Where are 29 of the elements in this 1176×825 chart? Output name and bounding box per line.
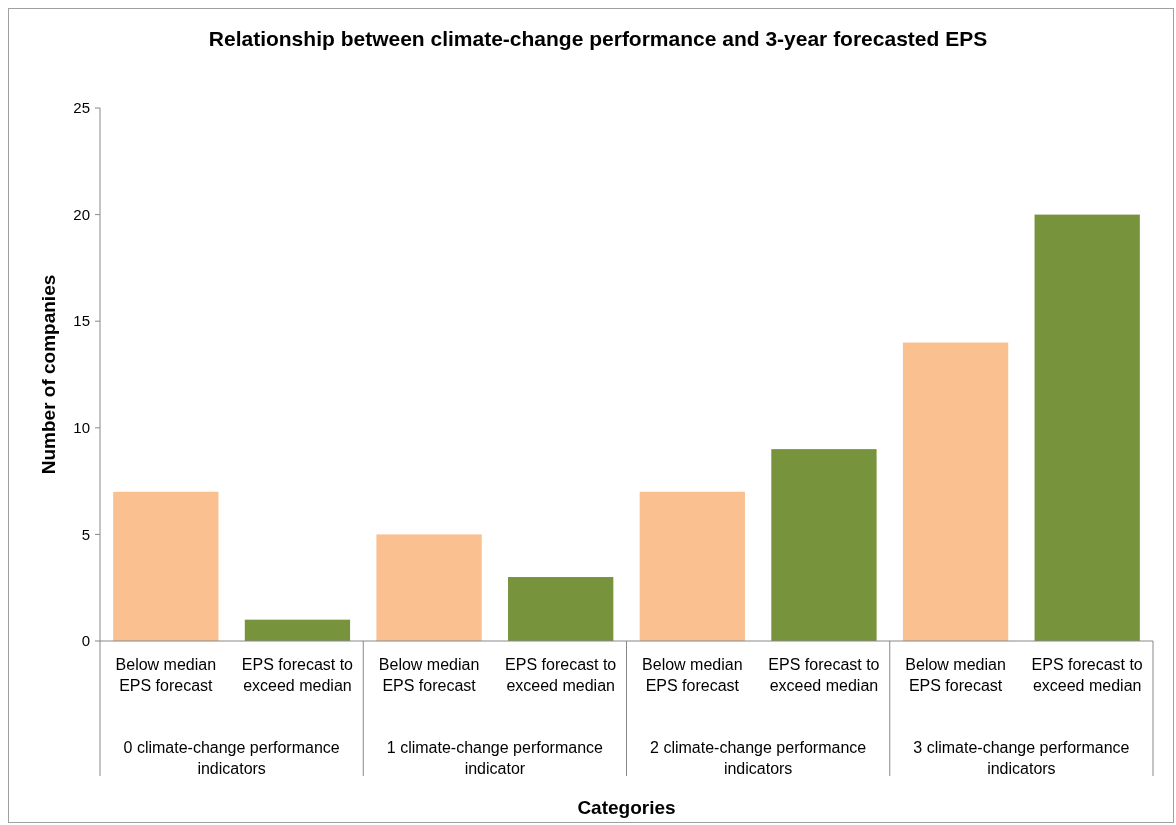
- x-tick-label: 3 climate-change performance indicators: [913, 739, 1130, 777]
- x-tick-label: 0 climate-change performance indicators: [123, 739, 340, 777]
- text: Below median EPS forecast: [642, 656, 743, 694]
- text: Below median EPS forecast: [905, 656, 1006, 694]
- text: EPS forecast to exceed median: [768, 656, 880, 694]
- chart-title: Relationship between climate-change performance and 3-year forecasted EPS: [208, 27, 988, 50]
- bar: [639, 491, 745, 641]
- bar: [771, 449, 877, 641]
- text: Below median EPS forecast: [378, 656, 480, 694]
- bar: [376, 534, 482, 641]
- y-axis-title: Number of companies: [38, 274, 59, 475]
- bar: [1034, 214, 1140, 641]
- bar: [902, 342, 1009, 641]
- series-label: Below median EPS forecast: [115, 656, 217, 694]
- x-tick-label: 1 climate-change performance indicator: [386, 739, 604, 777]
- text: EPS forecast to exceed median: [1031, 656, 1143, 694]
- x-axis-title: Categories: [577, 797, 676, 818]
- y-tick-label: 25: [73, 99, 90, 117]
- y-tick-label: 0: [81, 632, 90, 650]
- x-tick-label: 2 climate-change performance indicators: [650, 739, 867, 777]
- bar: [113, 491, 219, 641]
- series-label: EPS forecast to exceed median: [505, 656, 617, 694]
- bar: [508, 577, 614, 641]
- bar: [244, 619, 351, 641]
- text: EPS forecast to exceed median: [241, 656, 354, 694]
- y-tick-label: 5: [81, 525, 90, 543]
- y-tick-label: 20: [73, 205, 90, 223]
- y-tick-label: 10: [73, 419, 90, 437]
- y-tick-label: 15: [73, 312, 90, 330]
